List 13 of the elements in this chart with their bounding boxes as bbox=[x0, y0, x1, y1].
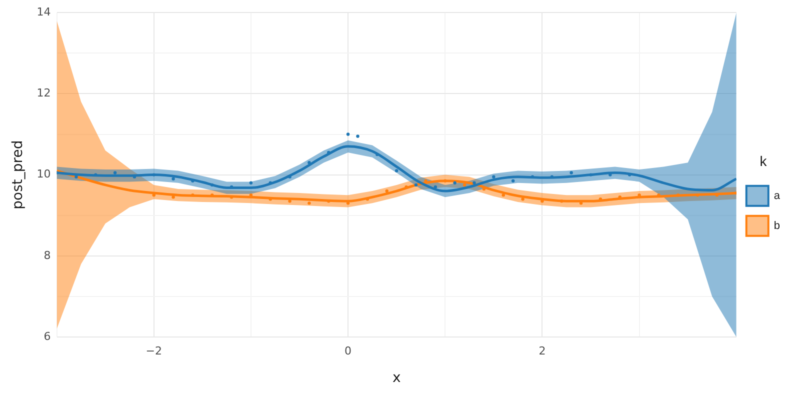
y-tick-label: 10 bbox=[36, 168, 51, 181]
x-axis-title: x bbox=[392, 370, 401, 386]
y-tick-label: 14 bbox=[36, 5, 51, 18]
legend-label: a bbox=[774, 190, 781, 202]
x-tick-label: 0 bbox=[344, 344, 352, 358]
y-tick-label: 12 bbox=[36, 86, 51, 100]
y-tick-label: 6 bbox=[44, 330, 51, 343]
y-tick-label: 8 bbox=[44, 248, 51, 262]
legend-label: b bbox=[774, 220, 780, 232]
legend-title: k bbox=[760, 152, 768, 169]
y-axis-title: post_pred bbox=[10, 140, 26, 210]
x-tick-label: 2 bbox=[538, 344, 546, 358]
x-tick-label: −2 bbox=[146, 344, 162, 358]
